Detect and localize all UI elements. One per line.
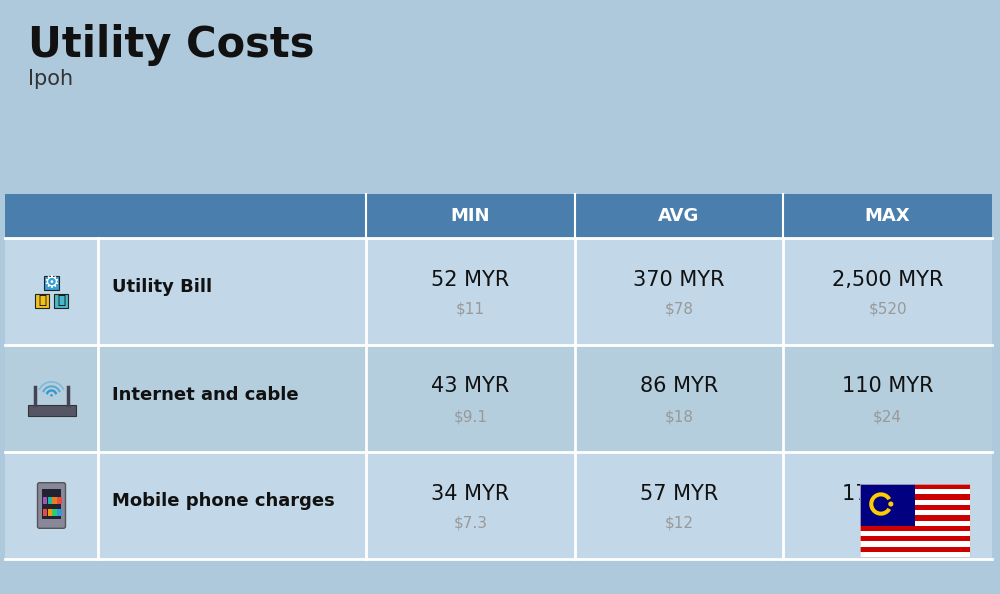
Bar	[5, 452, 992, 559]
Bar	[52, 509, 57, 516]
Bar	[54, 294, 68, 308]
Bar	[860, 515, 970, 520]
Bar	[35, 294, 49, 308]
Text: 86 MYR: 86 MYR	[640, 377, 718, 397]
Text: 🔌: 🔌	[38, 295, 46, 308]
Text: 💧: 💧	[57, 295, 65, 308]
Bar	[860, 505, 970, 510]
Text: $12: $12	[664, 516, 694, 531]
Bar	[860, 489, 970, 494]
Wedge shape	[869, 492, 891, 516]
Text: Ipoh: Ipoh	[28, 69, 73, 89]
Text: ⚙: ⚙	[44, 274, 59, 292]
Bar	[57, 497, 62, 504]
Text: $9.1: $9.1	[453, 409, 487, 424]
Bar	[860, 541, 970, 546]
Bar	[860, 494, 970, 500]
Text: 34 MYR: 34 MYR	[431, 484, 509, 504]
Bar	[860, 520, 970, 526]
Bar	[860, 510, 970, 515]
Bar	[42, 489, 61, 519]
Text: 110 MYR: 110 MYR	[842, 377, 933, 397]
Bar	[860, 484, 915, 526]
Text: 57 MYR: 57 MYR	[640, 484, 718, 504]
Text: $24: $24	[873, 409, 902, 424]
Text: 2,500 MYR: 2,500 MYR	[832, 270, 943, 289]
Bar	[5, 238, 992, 345]
Circle shape	[888, 501, 893, 507]
Bar	[860, 500, 970, 505]
Bar	[5, 345, 992, 452]
Bar	[52, 497, 57, 504]
Text: Internet and cable: Internet and cable	[112, 386, 299, 403]
Text: Utility Costs: Utility Costs	[28, 24, 314, 66]
Text: $18: $18	[664, 409, 694, 424]
Bar	[57, 509, 62, 516]
Bar	[860, 546, 970, 552]
Bar	[860, 484, 970, 557]
Bar	[43, 497, 47, 504]
Circle shape	[50, 394, 53, 397]
Text: $520: $520	[868, 302, 907, 317]
Text: MAX: MAX	[865, 207, 910, 225]
Text: $7.3: $7.3	[453, 516, 487, 531]
Bar	[44, 276, 59, 290]
Text: $11: $11	[456, 302, 485, 317]
Bar	[860, 536, 970, 541]
Text: AVG: AVG	[658, 207, 700, 225]
Text: MIN: MIN	[451, 207, 490, 225]
Bar	[48, 509, 52, 516]
Bar	[860, 526, 970, 531]
Text: 52 MYR: 52 MYR	[431, 270, 509, 289]
Text: Mobile phone charges: Mobile phone charges	[112, 492, 335, 510]
Bar	[860, 552, 970, 557]
Bar	[860, 531, 970, 536]
Text: 370 MYR: 370 MYR	[633, 270, 725, 289]
Text: Utility Bill: Utility Bill	[112, 279, 212, 296]
Bar	[5, 194, 992, 238]
Bar	[48, 497, 52, 504]
Text: $78: $78	[664, 302, 694, 317]
Bar	[860, 484, 970, 489]
FancyBboxPatch shape	[38, 483, 66, 528]
Text: 170 MYR: 170 MYR	[842, 484, 933, 504]
Text: 43 MYR: 43 MYR	[431, 377, 509, 397]
Text: $36: $36	[873, 516, 902, 531]
Bar	[28, 405, 76, 416]
Bar	[43, 509, 47, 516]
